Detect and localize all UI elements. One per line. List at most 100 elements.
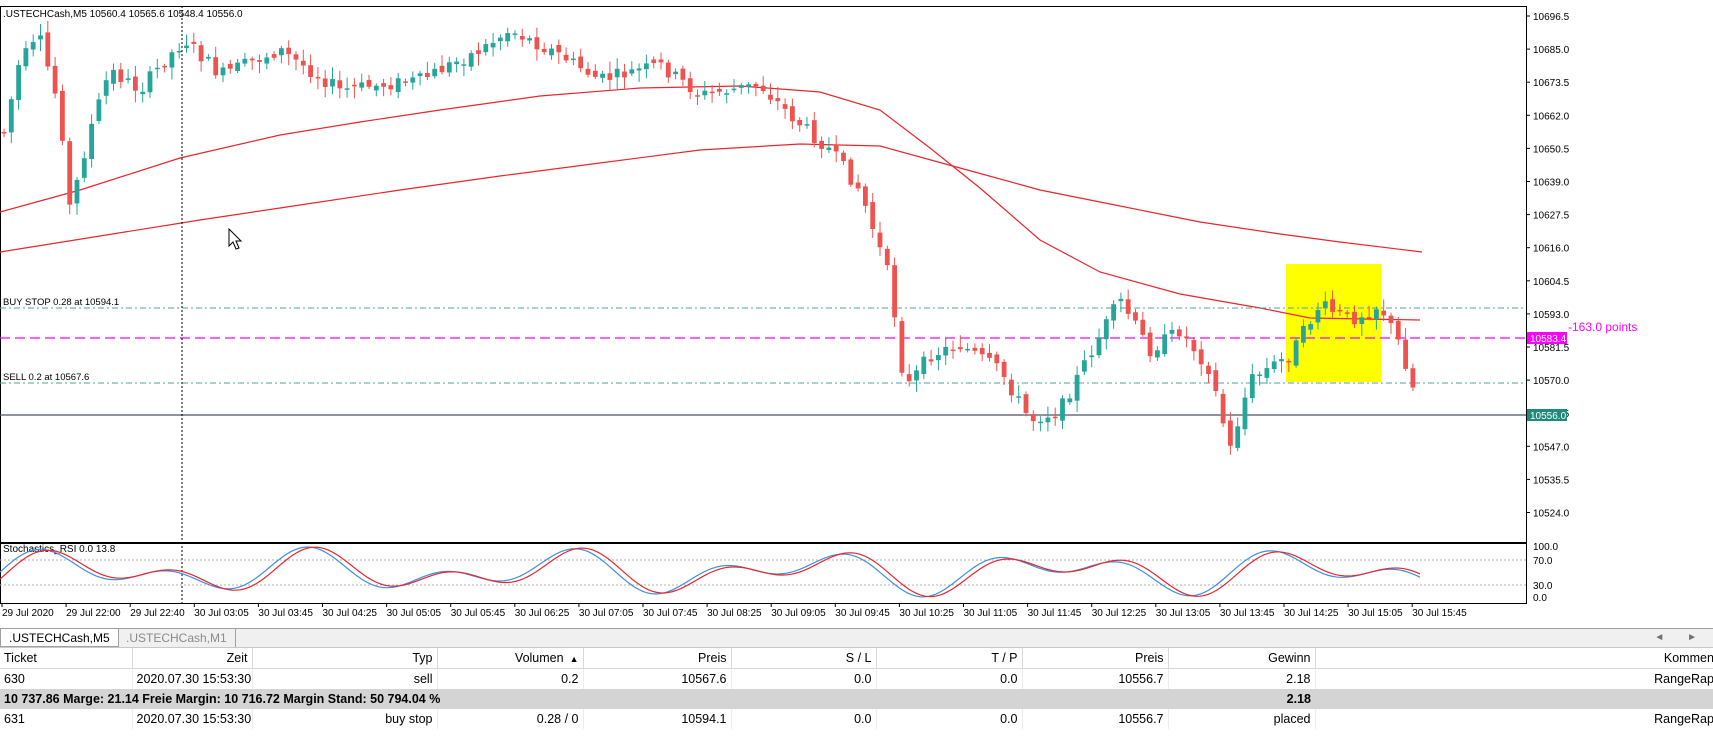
candle-body [104,80,109,96]
candle-body [155,68,160,70]
column-header-volume[interactable]: Volumen ▲ [437,648,583,669]
price-scale-label: 10616.0 [1533,244,1570,255]
time-axis-label: 30 Jul 03:05 [194,608,249,619]
candle-body [1192,340,1197,351]
candle-body [1359,317,1364,324]
time-axis-label: 30 Jul 05:05 [387,608,442,619]
candle-body [754,84,759,86]
candle-body [1250,374,1255,398]
price-scale-label: 10673.5 [1533,78,1570,89]
time-axis-label: 30 Jul 07:05 [579,608,634,619]
time-axis-label: 30 Jul 08:25 [707,608,762,619]
candle-body [1374,309,1379,319]
candle-body [907,374,912,381]
cell-tp: 0.0 [876,709,1022,729]
candle-body [505,33,510,41]
cell-time: 2020.07.30 15:53:30 [132,669,252,690]
sell-order-label: SELL 0.2 at 10567.6 [3,372,89,383]
candle-body [535,37,540,49]
tab-ustechcash-m5[interactable]: .USTECHCash,M5 [0,629,119,647]
indicator-label: Stochastics_RSI 0.0 13.8 [3,544,116,555]
candle-body [301,61,306,66]
candle-body [1213,370,1218,391]
cell-sl: 0.0 [731,669,876,690]
table-row[interactable]: 631 2020.07.30 15:53:30 buy stop 0.28 / … [0,709,1713,729]
candle-body [600,74,605,78]
candle-body [381,83,386,87]
price-scale-label: 10524.0 [1533,509,1570,520]
price-chart-area[interactable]: 10696.5 10685.0 10673.5 10662.0 10650.5 10639… [0,0,1713,630]
mouse-cursor-icon [229,229,241,249]
column-header-current-price[interactable]: Preis [1022,648,1168,669]
candle-body [1060,398,1065,420]
candle-body [556,45,561,52]
candle-body [834,145,839,152]
candle-body [651,60,656,63]
indicator-scale-label: 100.0 [1533,542,1558,553]
time-axis-label: 30 Jul 11:05 [964,608,1018,619]
time-axis-label: 30 Jul 03:45 [258,608,313,619]
candle-body [1411,368,1416,387]
candle-body [359,82,364,87]
candle-body [403,81,408,83]
candle-body [1345,312,1350,314]
tab-ustechcash-m1[interactable]: .USTECHCash,M1 [118,629,236,647]
time-axis-label: 30 Jul 12:25 [1092,608,1147,619]
time-axis-label: 30 Jul 05:45 [451,608,506,619]
candle-body [1301,326,1306,343]
cell-comment: RangeRaptor [1315,709,1713,729]
candle-body [1155,350,1160,357]
candle-body [126,78,131,80]
candle-body [1257,375,1262,377]
cell-price: 10594.1 [583,709,731,729]
candle-body [1009,380,1014,396]
indicator-pane-border [1,544,1527,604]
candle-body [1206,366,1211,374]
candle-body [462,64,467,66]
candle-body [1104,319,1109,339]
price-scale-label: 10696.5 [1533,12,1570,23]
candle-body [1308,324,1313,330]
column-header-sl[interactable]: S / L [731,648,876,669]
stochastic-main-line [0,547,1420,597]
candle-body [622,72,627,78]
candle-body [1162,334,1167,354]
column-header-profit[interactable]: Gewinn [1168,648,1315,669]
time-axis-label: 30 Jul 06:25 [515,608,570,619]
candle-body [228,64,233,69]
column-header-type[interactable]: Typ [252,648,437,669]
candle-body [345,88,350,90]
candle-body [695,95,700,97]
candle-body [549,49,554,56]
cell-ticket: 631 [0,709,132,729]
candle-body [432,69,437,77]
candle-body [637,68,642,70]
column-header-price[interactable]: Preis [583,648,731,669]
cell-current-price: 10556.7 [1022,709,1168,729]
tab-scroll-arrows-icon[interactable]: ◄ ► [1654,629,1707,647]
candle-body [1177,329,1182,336]
candle-body [1089,355,1094,357]
column-header-ticket[interactable]: Ticket [0,648,132,669]
candle-body [89,124,94,159]
candle-body [1184,336,1189,338]
candle-body [1367,317,1372,319]
column-header-time[interactable]: Zeit [132,648,252,669]
candle-body [111,70,116,84]
candle-body [768,95,773,100]
candle-body [1221,394,1226,423]
table-row[interactable]: 630 2020.07.30 15:53:30 sell 0.2 10567.6… [0,669,1713,690]
column-header-tp[interactable]: T / P [876,648,1022,669]
candle-body [140,92,145,94]
time-axis-label: 29 Jul 22:00 [66,608,121,619]
candle-body [396,78,401,92]
column-header-comment[interactable]: Kommentar [1315,648,1713,669]
trades-table: Ticket Zeit Typ Volumen ▲ Preis S / L T /… [0,648,1713,729]
price-chart[interactable]: 10696.5 10685.0 10673.5 10662.0 10650.5 10639… [0,0,1713,630]
candle-body [1082,360,1087,371]
candle-body [710,92,715,94]
candle-body [856,183,861,189]
time-axis-label: 30 Jul 15:05 [1348,608,1403,619]
candle-body [659,59,664,62]
candle-body [965,349,970,351]
